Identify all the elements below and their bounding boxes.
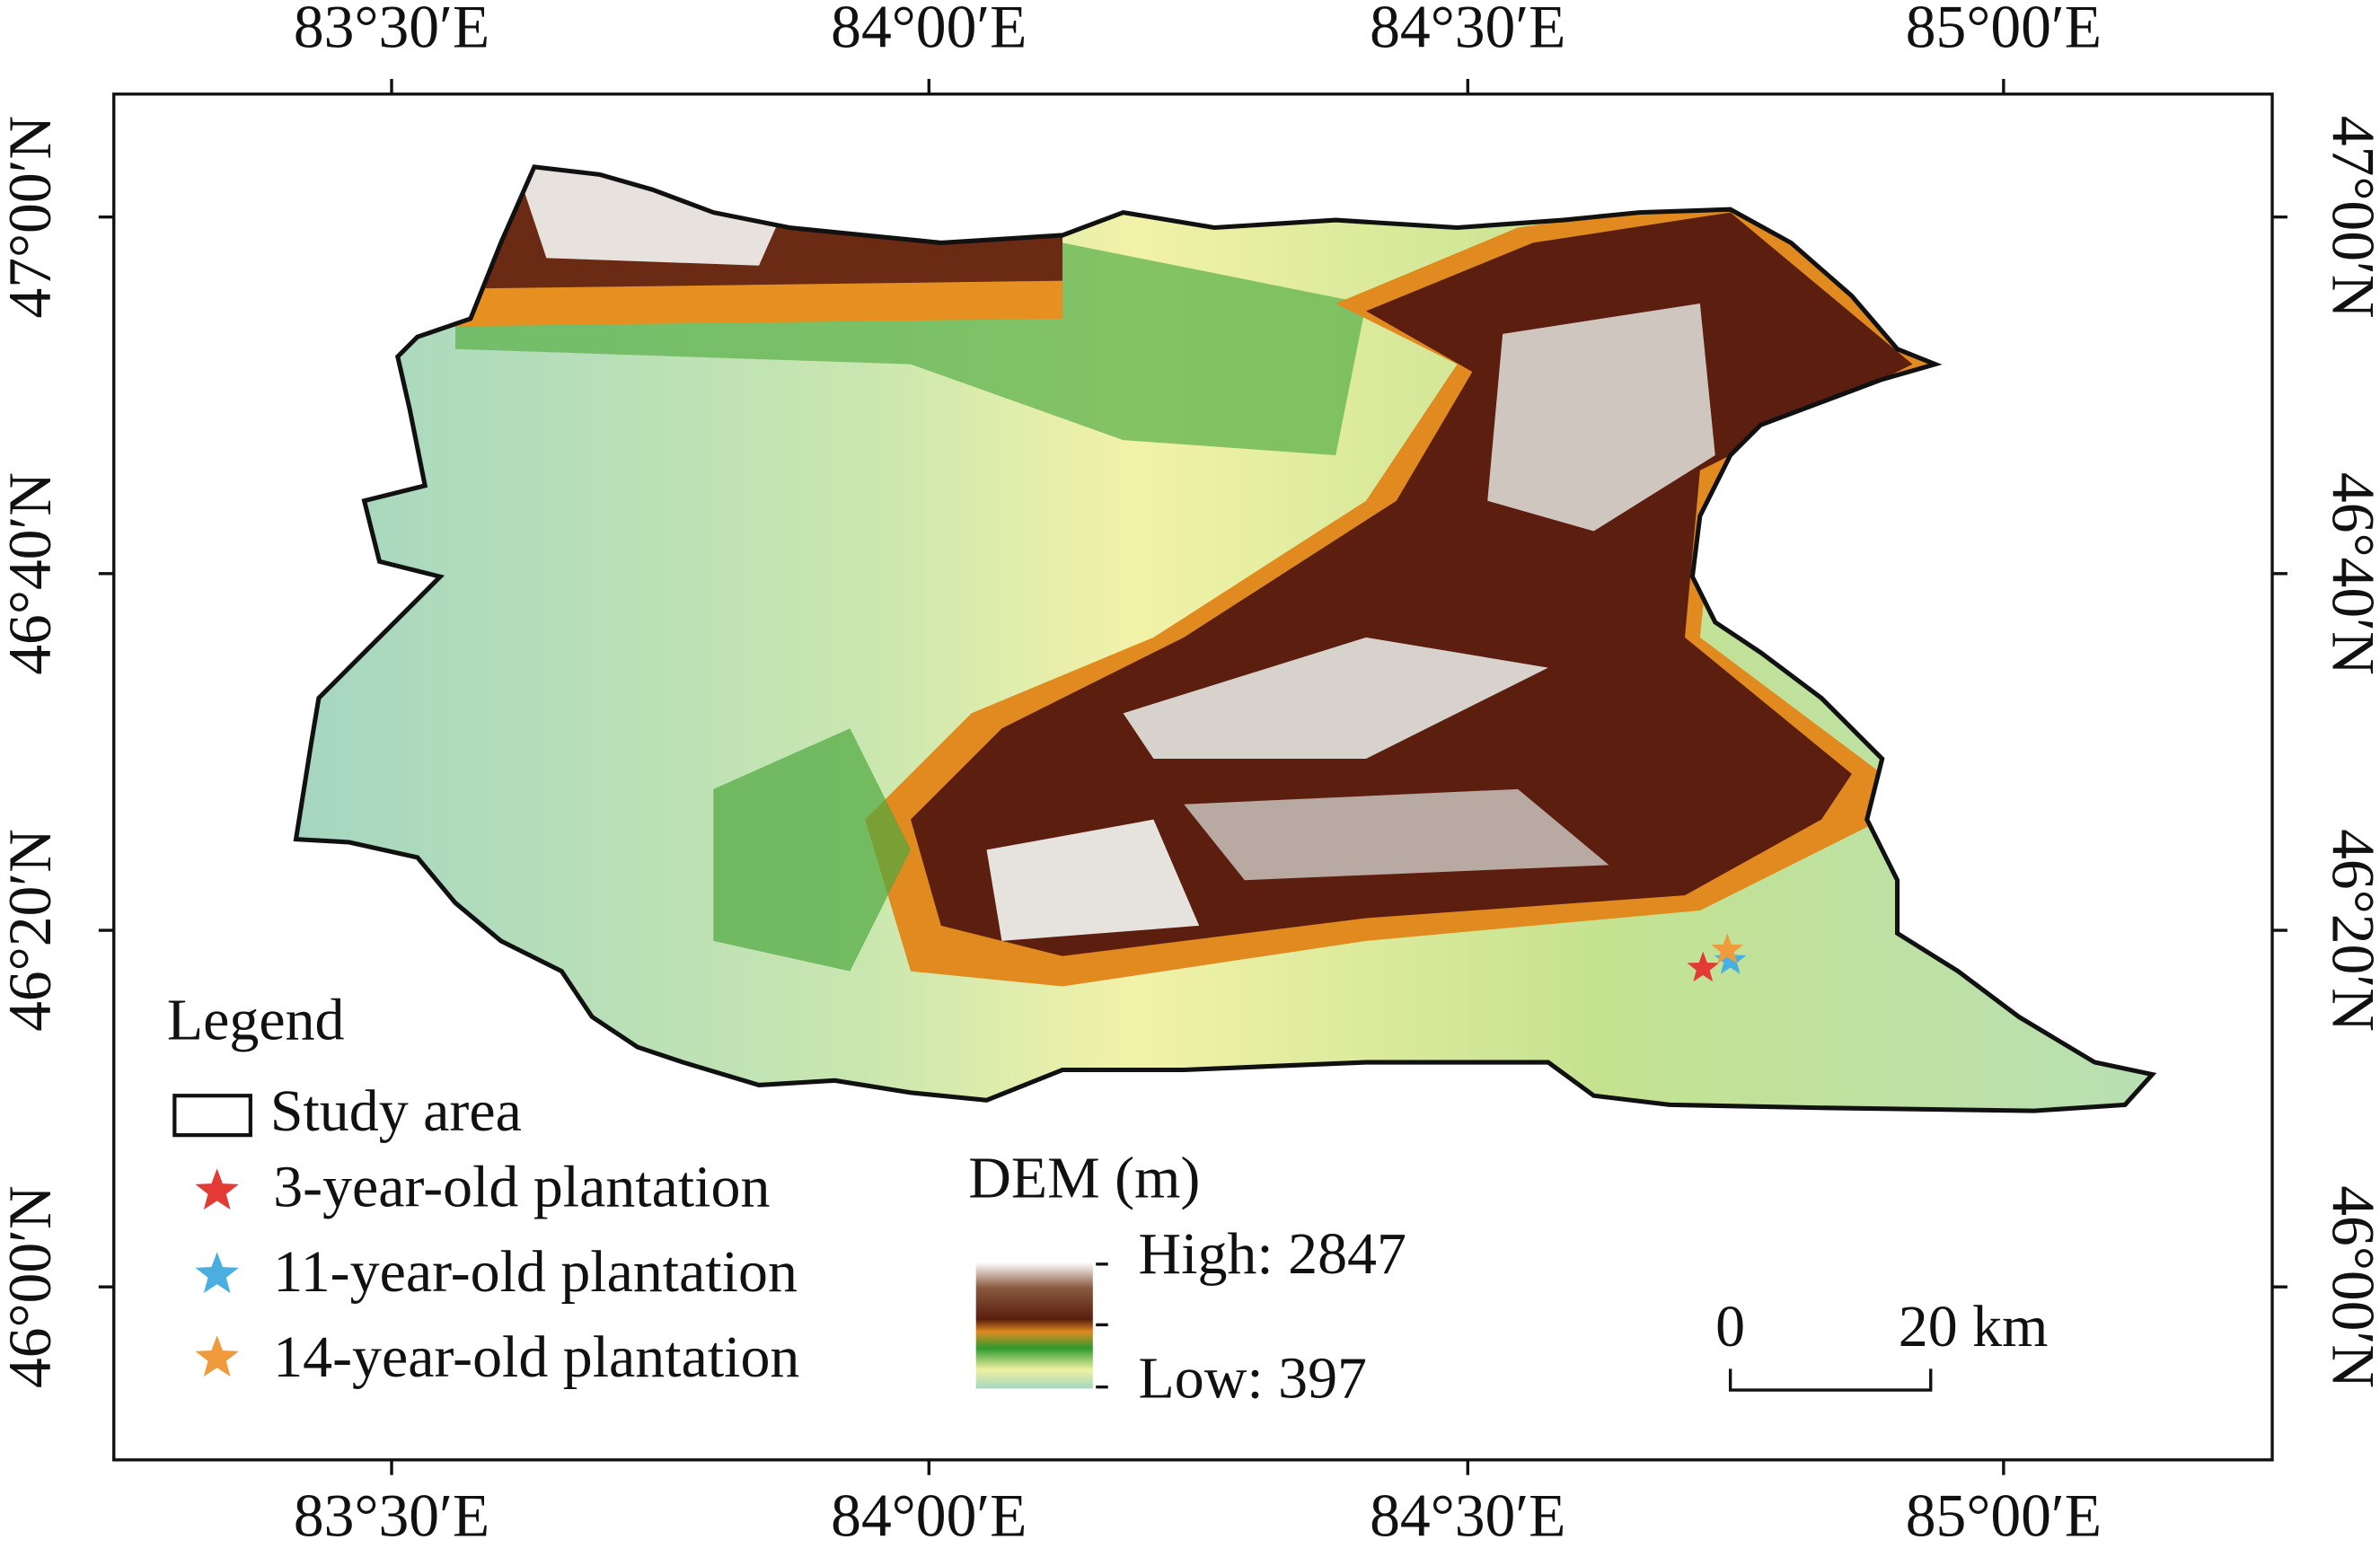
- left-tick-label: 46°40′N: [0, 472, 64, 675]
- legend-label: 11-year-old plantation: [273, 1239, 798, 1305]
- top-tick-label: 84°30′E: [1370, 0, 1565, 61]
- scale-end: 20 km: [1899, 1294, 2049, 1359]
- legend-swatch: [172, 1094, 252, 1138]
- legend-star: [195, 1335, 239, 1377]
- left-tick-label: 46°00′N: [0, 1185, 64, 1388]
- plantation-star: [1687, 951, 1719, 982]
- left-tick-label: 47°00′N: [0, 116, 64, 319]
- bottom-tick-label: 85°00′E: [1906, 1482, 2102, 1550]
- bottom-tick-label: 84°00′E: [831, 1482, 1027, 1550]
- bottom-tick-label: 84°30′E: [1370, 1482, 1565, 1550]
- right-tick-label: 46°40′N: [2319, 472, 2380, 675]
- plantation-star: [1711, 933, 1744, 964]
- plantation-star: [1714, 944, 1747, 974]
- right-tick-label: 46°20′N: [2319, 829, 2380, 1032]
- legend-star: [195, 1168, 239, 1210]
- dem-colorbar: [975, 1262, 1093, 1389]
- dem-surface: [295, 166, 2153, 1112]
- legend-star: [195, 1252, 239, 1294]
- legend-title: Legend: [167, 988, 345, 1053]
- right-tick-label: 47°00′N: [2319, 116, 2380, 319]
- dem-low-label: Low: 397: [1139, 1345, 1367, 1411]
- top-tick-label: 83°30′E: [294, 0, 489, 61]
- legend-label: 14-year-old plantation: [273, 1324, 799, 1390]
- right-tick-label: 46°00′N: [2319, 1185, 2380, 1388]
- bottom-tick-label: 83°30′E: [294, 1482, 489, 1550]
- dem-high-label: High: 2847: [1139, 1221, 1406, 1287]
- legend-label: Study area: [270, 1078, 522, 1144]
- plantation-sites: [1687, 933, 1747, 982]
- left-tick-label: 46°20′N: [0, 829, 64, 1032]
- top-tick-label: 84°00′E: [831, 0, 1027, 61]
- scale-bar: [1728, 1368, 1933, 1392]
- map-frame: [112, 92, 2274, 1462]
- scale-start: 0: [1715, 1294, 1745, 1359]
- legend-label: 3-year-old plantation: [273, 1155, 770, 1220]
- top-tick-label: 85°00′E: [1906, 0, 2102, 61]
- dem-title: DEM (m): [968, 1145, 1200, 1210]
